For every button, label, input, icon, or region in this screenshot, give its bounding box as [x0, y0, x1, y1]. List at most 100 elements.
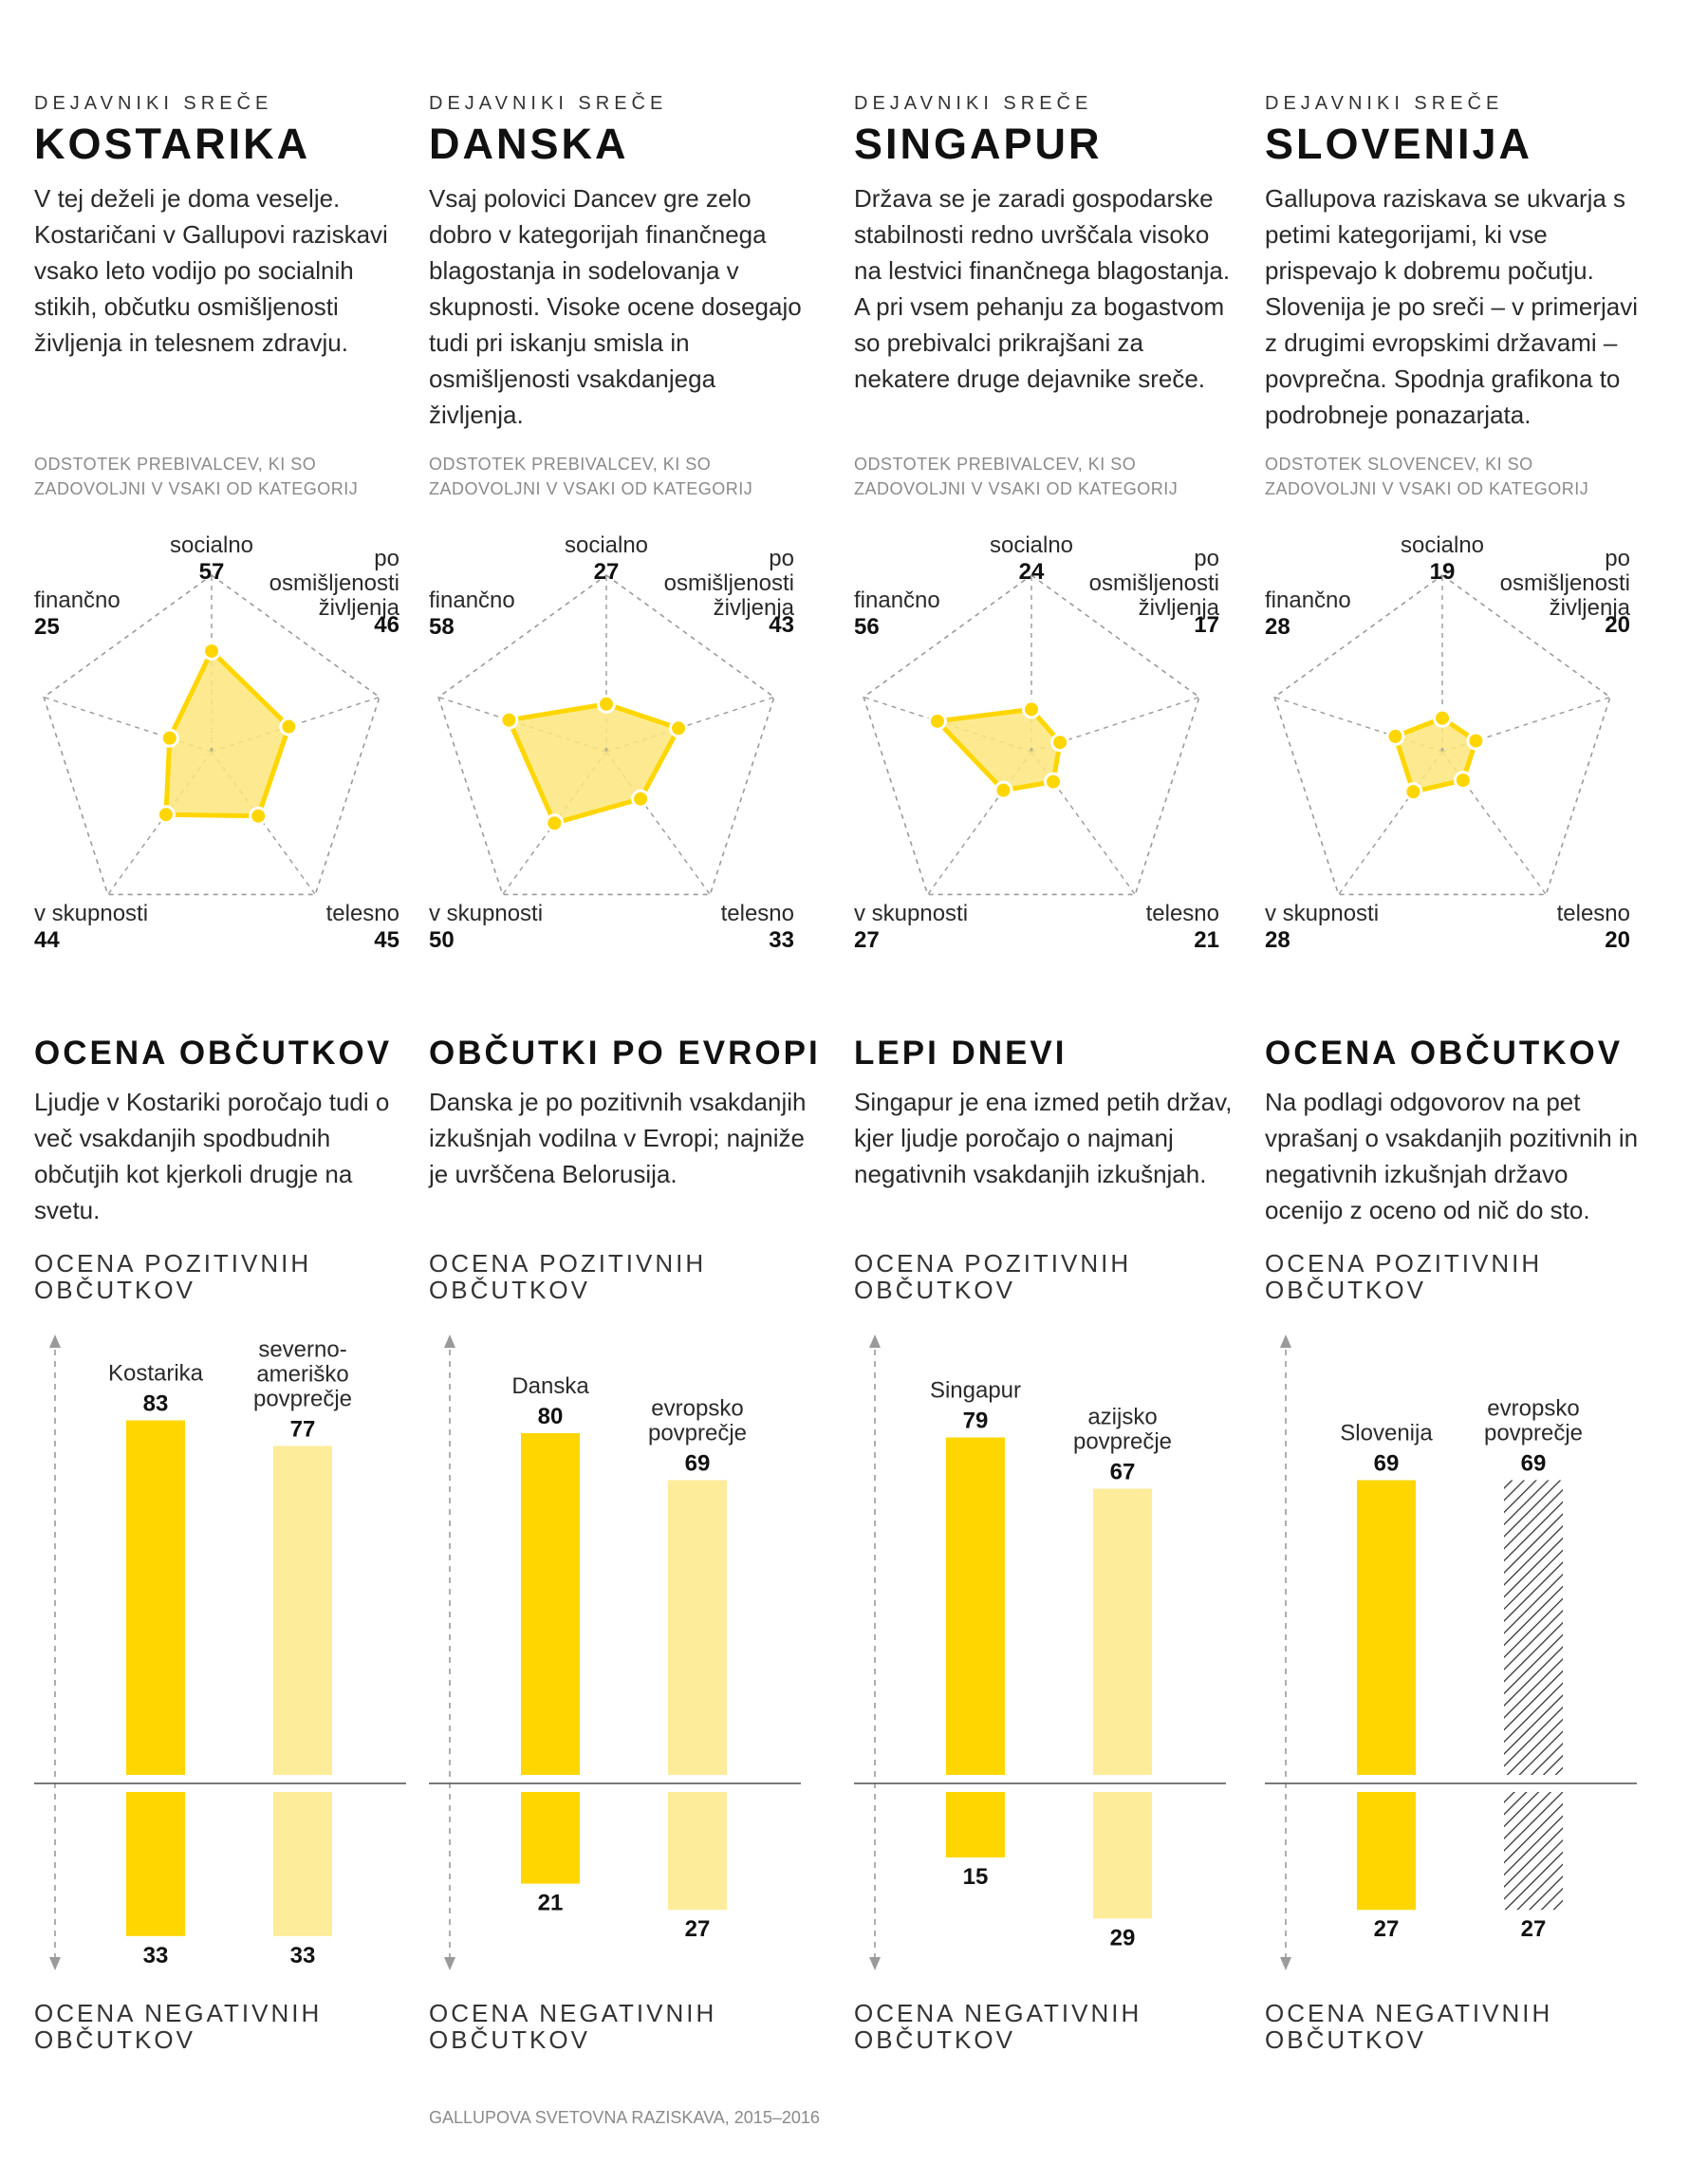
radar-note: ODSTOTEK PREBIVALCEV, KI SO ZADOVOLJNI V… [34, 455, 359, 498]
bar-chart: OCENA POZITIVNIH OBČUTKOV OCENA NEGATIVNIH… [34, 1243, 414, 2055]
radar-axis-label: socialno [170, 532, 253, 558]
radar-value-label: 43 [769, 612, 794, 638]
radar-area [506, 701, 681, 826]
bar-positive [946, 1437, 1005, 1775]
bar-category-label: evropsko [1487, 1396, 1579, 1422]
section-text: Singapur je ena izmed petih držav, kjer … [854, 1088, 1233, 1188]
radar-point [597, 694, 616, 714]
bar-positive [668, 1480, 727, 1775]
radar-axis-label: v skupnosti [1265, 901, 1379, 926]
radar-axis-label: telesno [1146, 901, 1219, 926]
radar-axis-label: finančno [429, 588, 515, 613]
radar-chart: * socialno 27 po osmišljenosti življenja 43 tel… [429, 532, 808, 982]
bar-category-label: Slovenija [1340, 1421, 1433, 1446]
intro-text: Vsaj polovici Dancev gre zelo dobro v ka… [429, 184, 802, 429]
radar-center: * [604, 745, 609, 758]
axis-bottom-label: OCENA NEGATIVNIH [854, 1999, 1142, 2027]
radar-svg: *socialno19poosmišljenostiživljenja20tel… [1265, 532, 1631, 953]
radar-point [202, 641, 221, 661]
radar-axis-label: finančno [1265, 588, 1351, 613]
panel-singapur: DEJAVNIKI SREČE SINGAPUR Država se je za… [854, 0, 1234, 2183]
radar-outline [43, 574, 381, 896]
radar-axis-label: po [1605, 546, 1630, 571]
panel-kostarika: DEJAVNIKI SREČE KOSTARIKA V tej deželi j… [34, 0, 414, 2183]
radar-note: ODSTOTEK PREBIVALCEV, KI SO ZADOVOLJNI V… [429, 455, 753, 498]
radar-point [159, 728, 179, 748]
radar-axis-label: telesno [1557, 901, 1630, 926]
radar-axis-label: po [374, 546, 399, 571]
radar-point [545, 813, 565, 833]
section-title: LEPI DNEVI [854, 1035, 1068, 1072]
axis-arrow-up [1280, 1334, 1291, 1348]
radar-note: ODSTOTEK SLOVENCEV, KI SO ZADOVOLJNI V V… [1265, 455, 1589, 498]
radar-chart: * socialno 24 po osmišljenosti življenja 17 tel… [854, 532, 1234, 982]
radar-outline [863, 574, 1200, 896]
panel-danska: DEJAVNIKI SREČE DANSKA Vsaj polovici Dan… [429, 0, 818, 2183]
radar-note: ODSTOTEK PREBIVALCEV, KI SO ZADOVOLJNI V… [854, 455, 1179, 498]
axis-top-label: OCENA POZITIVNIH [34, 1249, 311, 1278]
bar-positive [1504, 1480, 1563, 1775]
radar-value-label: 20 [1605, 927, 1630, 953]
axis-top-label: OBČUTKOV [1265, 1276, 1426, 1304]
bar-category-label: evropsko [651, 1396, 743, 1422]
radar-axis-label: osmišljenosti [664, 570, 794, 596]
radar-axis-label: socialno [990, 532, 1073, 558]
axis-arrow-down [49, 1957, 61, 1970]
bar-category-label: Danska [511, 1373, 589, 1399]
bar-category-label: ameriško [256, 1362, 348, 1388]
bar-negative [946, 1792, 1005, 1857]
radar-center: * [1030, 745, 1034, 758]
radar-value-label: 33 [769, 927, 794, 953]
radar-center: * [210, 745, 214, 758]
radar-point [1050, 733, 1070, 753]
radar-point [1453, 771, 1473, 791]
radar-value-label: 27 [854, 927, 880, 953]
bar-chart: OCENA POZITIVNIH OBČUTKOV OCENA NEGATIVNIH… [429, 1243, 808, 2055]
radar-value-label: 58 [429, 614, 455, 640]
axis-arrow-down [444, 1957, 455, 1970]
radar-point [499, 710, 519, 730]
axis-arrow-up [444, 1334, 455, 1348]
radar-axis-label: življenja [319, 595, 400, 621]
bar-chart: OCENA POZITIVNIH OBČUTKOV OCENA NEGATIVNIH… [854, 1243, 1234, 2055]
intro-text: V tej deželi je doma veselje. Kostaričan… [34, 184, 388, 357]
axis-top-label: OCENA POZITIVNIH [1265, 1249, 1542, 1278]
radar-axis-label: po [1194, 546, 1219, 571]
radar-point [1403, 782, 1423, 802]
radar-point [1433, 708, 1452, 728]
section-text: Ljudje v Kostariki poročajo tudi o več v… [34, 1088, 390, 1224]
radar-value-label: 44 [34, 927, 60, 953]
bar-value-label: 15 [963, 1864, 989, 1890]
axis-bottom-label: OCENA NEGATIVNIH [1265, 1999, 1552, 2027]
radar-value-label: 57 [199, 559, 225, 585]
bar-positive [521, 1433, 580, 1775]
radar-value-label: 27 [594, 559, 620, 585]
section-title: OCENA OBČUTKOV [1265, 1035, 1624, 1072]
axis-arrow-up [49, 1334, 61, 1348]
bar-value-label: 80 [538, 1404, 564, 1429]
radar-axis-label: telesno [326, 901, 399, 926]
bar-positive [126, 1420, 185, 1775]
bar-category-label: Kostarika [108, 1361, 204, 1387]
radar-value-label: 46 [374, 612, 399, 638]
bar-chart: OCENA POZITIVNIH OBČUTKOV OCENA NEGATIVNIH… [1265, 1243, 1644, 2055]
axis-bottom-label: OCENA NEGATIVNIH [429, 1999, 716, 2027]
radar-axis-label: v skupnosti [429, 901, 543, 926]
axis-top-label: OCENA POZITIVNIH [429, 1249, 706, 1278]
radar-axis-label: socialno [1401, 532, 1484, 558]
country-title: SLOVENIJA [1265, 120, 1533, 168]
bar-category-label: severno- [258, 1337, 346, 1363]
radar-value-label: 19 [1430, 559, 1456, 585]
intro-text: Gallupova raziskava se ukvarja s petimi … [1265, 184, 1639, 429]
source-note: GALLUPOVA SVETOVNA RAZISKAVA, 2015–2016 [429, 2108, 820, 2127]
panel-kicker: DEJAVNIKI SREČE [34, 93, 273, 114]
bar-value-label: 83 [143, 1391, 169, 1417]
bar-value-label: 27 [685, 1916, 711, 1942]
panel-slovenija: DEJAVNIKI SREČE SLOVENIJA Gallupova razi… [1265, 0, 1644, 2183]
radar-value-label: 56 [854, 614, 880, 640]
bar-value-label: 21 [538, 1891, 564, 1916]
radar-point [669, 718, 689, 738]
